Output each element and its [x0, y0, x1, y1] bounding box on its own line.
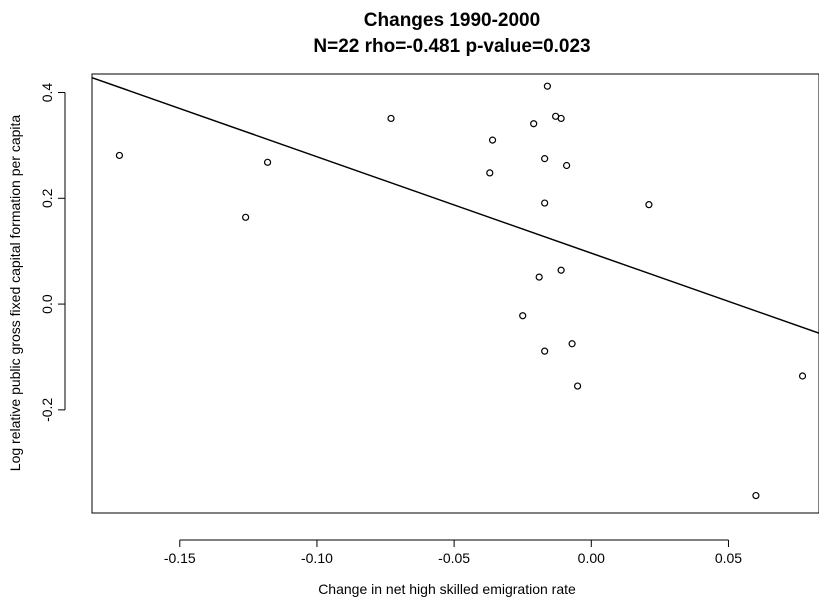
fit-line-layer — [91, 76, 819, 334]
y-axis-label: Log relative public gross fixed capital … — [7, 115, 23, 472]
y-tick-label: 0.0 — [39, 294, 55, 314]
x-tick-label: 0.00 — [578, 550, 605, 566]
data-point — [557, 114, 565, 123]
data-point — [563, 161, 571, 170]
data-point — [488, 136, 497, 144]
y-tick-label: 0.4 — [39, 83, 55, 103]
data-point — [387, 114, 395, 123]
data-point — [557, 266, 565, 274]
data-point — [541, 199, 549, 207]
data-point — [530, 120, 538, 128]
points-layer — [115, 82, 807, 500]
x-tick-label: -0.15 — [164, 550, 196, 566]
data-point — [263, 158, 272, 166]
y-axis: -0.2 0.0 0.2 0.4 — [39, 83, 66, 422]
data-point — [541, 347, 549, 355]
data-point — [115, 151, 124, 160]
data-point — [752, 491, 760, 500]
data-point — [486, 169, 494, 177]
x-axis: -0.15 -0.10 -0.05 0.00 0.05 — [164, 539, 742, 566]
x-tick-label: -0.05 — [438, 550, 470, 566]
chart-subtitle: N=22 rho=-0.481 p-value=0.023 — [313, 36, 590, 57]
data-point — [573, 382, 582, 390]
data-point — [798, 372, 807, 380]
regression-line — [91, 76, 819, 334]
data-point — [543, 82, 552, 90]
y-tick-label: 0.2 — [39, 188, 55, 208]
x-axis-label: Change in net high skilled emigration ra… — [318, 581, 576, 597]
y-tick-label: -0.2 — [39, 398, 55, 422]
data-point — [535, 273, 543, 281]
data-point — [645, 201, 653, 209]
data-point — [541, 155, 549, 163]
data-point — [568, 340, 576, 348]
data-point — [242, 213, 250, 221]
x-tick-label: -0.10 — [301, 550, 333, 566]
data-point — [519, 312, 527, 320]
chart-title: Changes 1990-2000 — [364, 10, 540, 31]
plot-box — [91, 73, 819, 514]
x-tick-label: 0.05 — [715, 550, 742, 566]
